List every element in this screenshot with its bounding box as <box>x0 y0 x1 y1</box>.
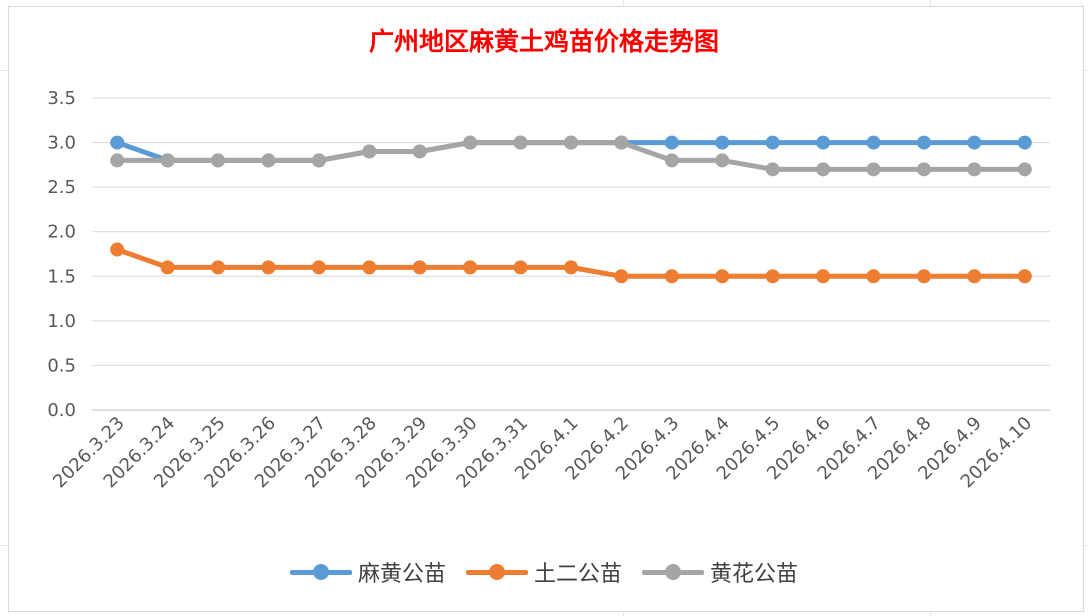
data-point-series-3 <box>765 162 780 177</box>
legend-item-1[interactable]: 麻黄公苗 <box>289 556 446 588</box>
legend-dot <box>312 564 329 580</box>
data-point-series-1 <box>110 135 125 150</box>
data-point-series-1 <box>866 135 881 150</box>
data-point-series-1 <box>664 135 679 150</box>
data-point-series-3 <box>362 144 377 159</box>
data-point-series-3 <box>614 135 629 150</box>
legend-marker <box>289 564 352 580</box>
legend-label: 土二公苗 <box>533 562 622 587</box>
legend-label: 黄花公苗 <box>710 562 799 587</box>
data-point-series-1 <box>816 135 831 150</box>
chart-area[interactable] <box>8 6 1084 612</box>
y-tick-label: 2.5 <box>47 177 76 198</box>
data-point-series-3 <box>211 153 226 168</box>
data-point-series-1 <box>967 135 982 150</box>
data-point-series-2 <box>816 269 831 284</box>
data-point-series-1 <box>715 135 730 150</box>
data-point-series-2 <box>412 260 427 275</box>
data-point-series-3 <box>715 153 730 168</box>
legend: 麻黄公苗 土二公苗 黄花公苗 <box>0 556 1088 588</box>
legend-marker <box>465 564 528 580</box>
data-point-series-3 <box>967 162 982 177</box>
y-tick-label: 0.0 <box>47 400 76 421</box>
legend-item-3[interactable]: 黄花公苗 <box>642 556 798 588</box>
data-point-series-2 <box>664 269 679 284</box>
chart-title: 广州地区麻黄土鸡苗价格走势图 <box>368 27 719 56</box>
y-tick-label: 3.0 <box>47 133 76 154</box>
data-point-series-2 <box>564 260 578 275</box>
data-point-series-1 <box>916 135 931 150</box>
data-point-series-3 <box>513 135 528 150</box>
legend-marker <box>642 564 704 580</box>
data-point-series-3 <box>664 153 679 168</box>
y-tick-label: 0.5 <box>47 355 76 376</box>
data-point-series-2 <box>261 260 276 275</box>
y-tick-label: 1.5 <box>47 266 76 287</box>
data-point-series-2 <box>765 269 780 284</box>
data-point-series-2 <box>614 269 629 284</box>
data-point-series-3 <box>463 135 478 150</box>
data-point-series-3 <box>412 144 427 159</box>
y-tick-label: 1.0 <box>47 311 76 332</box>
data-point-series-3 <box>564 135 578 150</box>
data-point-series-2 <box>715 269 730 284</box>
y-tick-label: 3.5 <box>47 88 76 109</box>
data-point-series-2 <box>160 260 175 275</box>
data-point-series-2 <box>916 269 931 284</box>
legend-label: 麻黄公苗 <box>357 562 446 587</box>
legend-item-2[interactable]: 土二公苗 <box>465 556 622 588</box>
data-point-series-2 <box>967 269 982 284</box>
data-point-series-1 <box>765 135 780 150</box>
data-point-series-3 <box>311 153 326 168</box>
data-point-series-2 <box>1017 269 1032 284</box>
data-point-series-2 <box>311 260 326 275</box>
data-point-series-2 <box>866 269 881 284</box>
data-point-series-3 <box>1017 162 1032 177</box>
data-point-series-2 <box>211 260 226 275</box>
data-point-series-3 <box>261 153 276 168</box>
data-point-series-2 <box>110 242 125 257</box>
data-point-series-3 <box>916 162 931 177</box>
legend-dot <box>488 564 505 580</box>
data-point-series-3 <box>866 162 881 177</box>
data-point-series-2 <box>463 260 478 275</box>
data-point-series-3 <box>160 153 175 168</box>
y-tick-label: 2.0 <box>47 222 76 243</box>
data-point-series-2 <box>513 260 528 275</box>
data-point-series-3 <box>816 162 831 177</box>
data-point-series-1 <box>1017 135 1032 150</box>
data-point-series-2 <box>362 260 377 275</box>
legend-dot <box>665 564 681 580</box>
data-point-series-3 <box>110 153 125 168</box>
